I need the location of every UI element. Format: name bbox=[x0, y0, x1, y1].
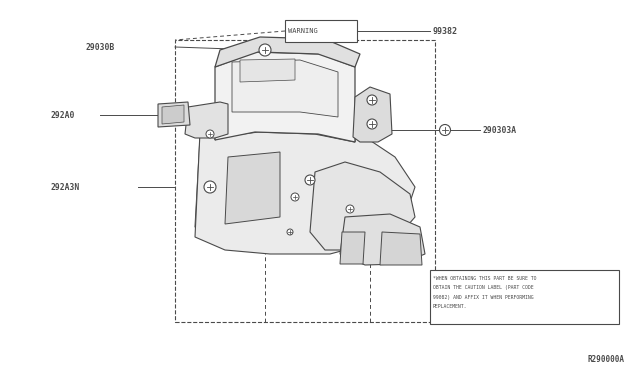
Text: OBTAIN THE CAUTION LABEL (PART CODE: OBTAIN THE CAUTION LABEL (PART CODE bbox=[433, 285, 534, 290]
Circle shape bbox=[367, 119, 377, 129]
Polygon shape bbox=[185, 102, 228, 138]
Text: 99082) AND AFFIX IT WHEN PERFORMING: 99082) AND AFFIX IT WHEN PERFORMING bbox=[433, 295, 534, 300]
Circle shape bbox=[305, 175, 315, 185]
Text: 292A3N: 292A3N bbox=[50, 183, 79, 192]
Polygon shape bbox=[340, 214, 425, 265]
Circle shape bbox=[287, 229, 293, 235]
Text: 99382: 99382 bbox=[433, 26, 458, 35]
Text: 290303A: 290303A bbox=[483, 125, 517, 135]
Circle shape bbox=[291, 193, 299, 201]
Circle shape bbox=[259, 44, 271, 56]
Bar bbox=[175, 40, 435, 322]
Circle shape bbox=[204, 181, 216, 193]
Polygon shape bbox=[225, 152, 280, 224]
Polygon shape bbox=[162, 105, 184, 124]
Polygon shape bbox=[240, 59, 295, 82]
Circle shape bbox=[367, 95, 377, 105]
Text: REPLACEMENT.: REPLACEMENT. bbox=[433, 304, 468, 309]
Circle shape bbox=[206, 130, 214, 138]
Polygon shape bbox=[215, 104, 355, 142]
Polygon shape bbox=[158, 102, 190, 127]
Polygon shape bbox=[380, 232, 422, 265]
Text: *WHEN OBTAINING THIS PART BE SURE TO: *WHEN OBTAINING THIS PART BE SURE TO bbox=[433, 276, 536, 281]
Text: 29030B: 29030B bbox=[85, 42, 115, 51]
Polygon shape bbox=[195, 124, 410, 244]
Circle shape bbox=[440, 125, 451, 135]
Text: 292A0: 292A0 bbox=[50, 110, 74, 119]
Polygon shape bbox=[232, 60, 338, 117]
Polygon shape bbox=[310, 162, 415, 250]
Bar bbox=[430, 270, 619, 324]
Polygon shape bbox=[215, 52, 355, 142]
Polygon shape bbox=[195, 117, 415, 254]
Polygon shape bbox=[215, 37, 360, 67]
Circle shape bbox=[346, 205, 354, 213]
Bar bbox=[285, 20, 357, 42]
Text: WARNING: WARNING bbox=[288, 28, 317, 34]
Text: R290000A: R290000A bbox=[588, 355, 625, 364]
Polygon shape bbox=[340, 232, 365, 264]
Polygon shape bbox=[353, 87, 392, 142]
